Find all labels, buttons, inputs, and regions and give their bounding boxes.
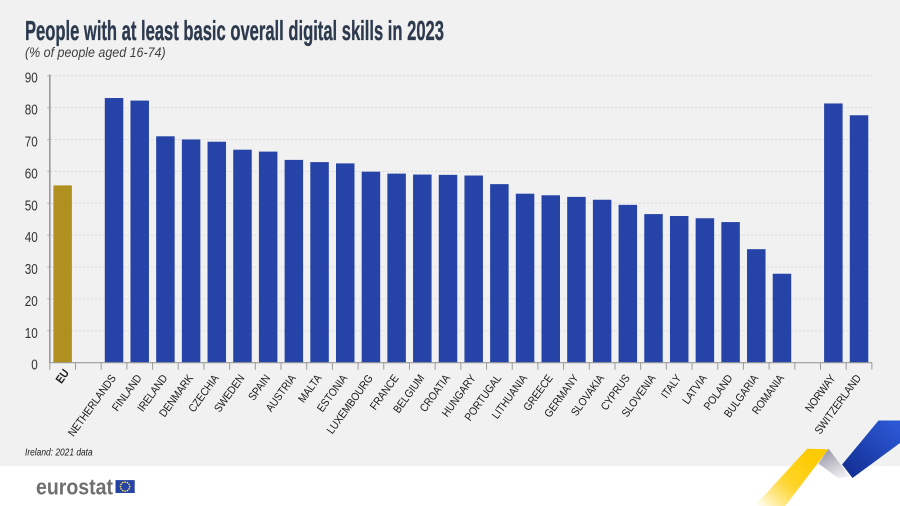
svg-text:(% of people aged 16-74): (% of people aged 16-74) <box>25 45 166 61</box>
svg-text:eurostat: eurostat <box>36 474 114 499</box>
svg-text:60: 60 <box>25 165 38 182</box>
svg-text:70: 70 <box>25 133 38 150</box>
svg-text:Ireland: 2021 data: Ireland: 2021 data <box>25 447 93 459</box>
svg-text:50: 50 <box>25 197 38 214</box>
svg-text:20: 20 <box>25 293 38 310</box>
svg-text:40: 40 <box>25 229 38 246</box>
svg-text:80: 80 <box>25 101 38 118</box>
svg-text:People with at least basic ove: People with at least basic overall digit… <box>25 15 444 46</box>
svg-text:30: 30 <box>25 261 38 278</box>
svg-text:90: 90 <box>25 69 38 86</box>
svg-text:10: 10 <box>25 324 38 341</box>
svg-text:0: 0 <box>31 356 38 373</box>
